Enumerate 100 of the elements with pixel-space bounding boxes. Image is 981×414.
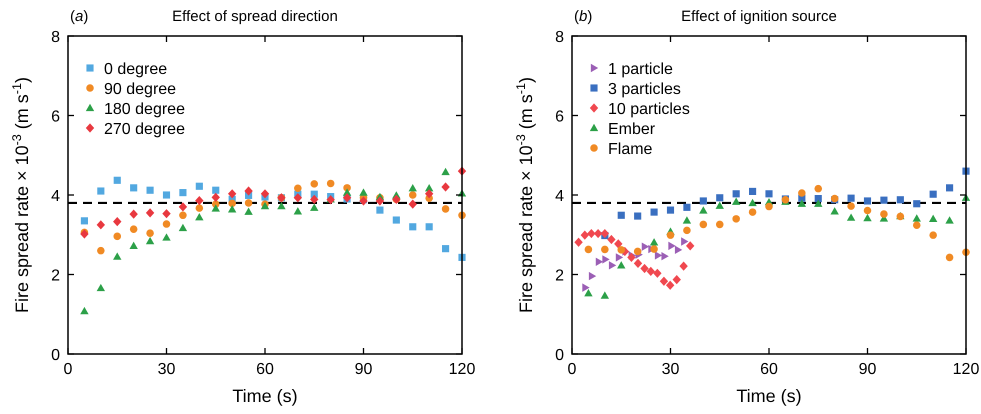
- point: [928, 214, 938, 222]
- point: [408, 200, 417, 209]
- point: [666, 231, 674, 239]
- point: [700, 220, 708, 228]
- point: [594, 228, 602, 238]
- point: [228, 189, 236, 198]
- point: [179, 211, 187, 220]
- point: [80, 229, 89, 239]
- point: [929, 231, 937, 239]
- point: [716, 220, 724, 228]
- point: [640, 264, 649, 274]
- point: [666, 280, 674, 290]
- x-tick-label: 30: [662, 361, 680, 378]
- point: [146, 208, 154, 218]
- point: [600, 291, 610, 299]
- point: [113, 217, 122, 226]
- point: [748, 208, 756, 216]
- legend-label: 0 degree: [104, 61, 168, 78]
- point: [574, 238, 583, 247]
- point: [97, 187, 104, 195]
- point: [409, 223, 416, 230]
- point: [212, 186, 220, 194]
- point: [634, 248, 642, 256]
- legend-label: 1 particle: [608, 61, 674, 78]
- chart-title: Effect of spread direction: [172, 8, 338, 25]
- point: [617, 261, 626, 269]
- point: [408, 191, 417, 199]
- y-tick-label: 0: [555, 347, 564, 364]
- y-tick-label: 8: [555, 29, 564, 46]
- point: [716, 194, 724, 202]
- point: [646, 266, 655, 276]
- point: [146, 229, 154, 237]
- point: [600, 228, 610, 238]
- point: [441, 182, 450, 192]
- point: [616, 253, 624, 262]
- legend-label: 90 degree: [104, 81, 176, 98]
- point: [178, 202, 188, 212]
- point: [618, 212, 625, 219]
- point: [748, 198, 757, 206]
- point: [913, 200, 920, 208]
- point: [765, 190, 773, 198]
- point: [798, 189, 806, 197]
- point: [584, 288, 593, 296]
- x-tick-label: 0: [64, 361, 73, 378]
- point: [97, 246, 105, 254]
- point: [848, 194, 855, 202]
- x-axis-title: Time (s): [232, 386, 298, 406]
- point: [376, 206, 384, 214]
- point: [660, 276, 668, 286]
- point: [683, 204, 690, 211]
- point: [277, 202, 286, 210]
- x-tick-label: 90: [858, 361, 876, 378]
- point: [863, 214, 872, 222]
- point: [634, 212, 642, 220]
- point: [310, 194, 318, 204]
- x-tick-label: 60: [760, 361, 778, 378]
- point: [634, 258, 642, 268]
- x-tick-label: 0: [568, 361, 577, 378]
- point: [179, 189, 186, 196]
- y-tick-label: 4: [51, 188, 60, 205]
- point: [912, 214, 921, 222]
- point: [699, 206, 708, 214]
- point: [847, 202, 855, 210]
- point: [580, 230, 590, 240]
- point: [130, 184, 138, 192]
- legend-label: 270 degree: [104, 121, 186, 138]
- point: [162, 233, 171, 241]
- point: [602, 255, 610, 264]
- point: [846, 213, 856, 221]
- y-tick-label: 6: [555, 108, 564, 126]
- point: [310, 204, 318, 211]
- legend-label: 3 particles: [608, 81, 681, 98]
- legend-label: Ember: [608, 121, 656, 138]
- text: (b): [574, 8, 592, 25]
- point: [146, 236, 154, 244]
- point: [178, 224, 188, 232]
- x-tick-label: 120: [448, 361, 476, 378]
- x-tick-label: 90: [354, 361, 372, 378]
- point: [700, 197, 707, 205]
- point: [244, 207, 253, 215]
- point: [129, 242, 138, 250]
- point: [260, 189, 270, 198]
- chart-title: Effect of ignition source: [681, 8, 837, 25]
- x-tick-label: 60: [256, 361, 274, 378]
- point: [716, 202, 724, 209]
- point: [674, 246, 682, 254]
- point: [129, 209, 138, 219]
- point: [294, 184, 302, 192]
- point: [912, 221, 921, 229]
- legend-label: 10 particles: [608, 101, 690, 118]
- point: [294, 207, 302, 214]
- point: [864, 197, 872, 205]
- point: [582, 283, 590, 292]
- point: [814, 184, 822, 192]
- point: [607, 234, 616, 244]
- y-tick-label: 4: [555, 188, 564, 205]
- x-tick-label: 30: [158, 361, 176, 378]
- point: [80, 217, 88, 224]
- point: [392, 216, 400, 224]
- point: [146, 186, 154, 194]
